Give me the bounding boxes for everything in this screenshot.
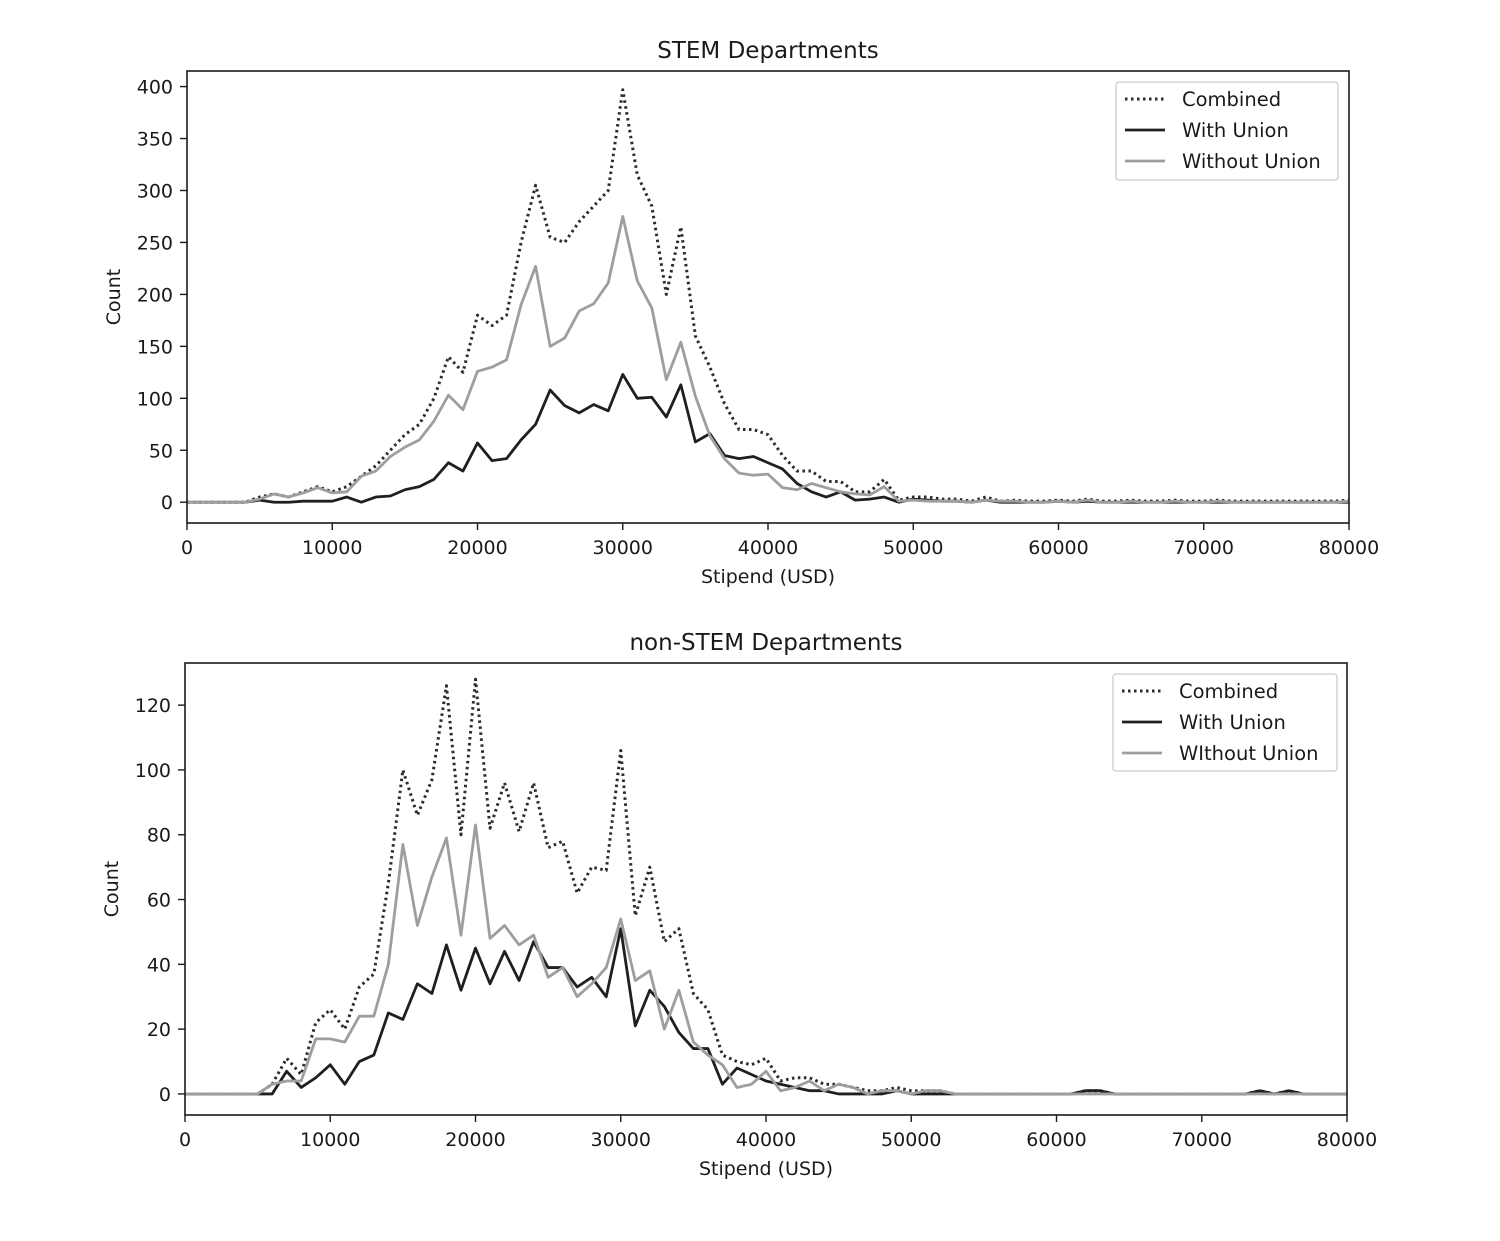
stem-legend-label: Without Union (1182, 150, 1321, 173)
stem-legend-box (1115, 81, 1339, 181)
stem-y-tick-label: 50 (149, 440, 173, 462)
stem-x-tick-label: 30000 (593, 537, 653, 559)
stem-x-tick-label: 40000 (738, 537, 798, 559)
stem-x-tick-label: 20000 (447, 537, 507, 559)
non-stem-legend-label: Combined (1179, 680, 1278, 703)
non-stem-y-tick-label: 80 (147, 825, 171, 847)
non-stem-x-tick-label: 20000 (445, 1129, 505, 1151)
non-stem-y-tick-label: 0 (159, 1084, 171, 1106)
stem-y-tick-label: 250 (137, 232, 173, 254)
stem-x-tick-label: 70000 (1174, 537, 1234, 559)
non-stem-chart-title: non-STEM Departments (629, 630, 902, 656)
stem-x-tick-label: 10000 (302, 537, 362, 559)
stem-x-tick-label: 50000 (883, 537, 943, 559)
stem-series-combined (187, 88, 1349, 504)
stem-y-tick-label: 0 (161, 492, 173, 514)
non-stem-x-tick-label: 70000 (1172, 1129, 1232, 1151)
non-stem-legend-label: With Union (1179, 711, 1286, 734)
non-stem-series-with-union (185, 927, 1347, 1096)
stem-chart-title: STEM Departments (657, 38, 879, 64)
non-stem-x-tick-label: 30000 (591, 1129, 651, 1151)
non-stem-legend-box (1112, 673, 1338, 772)
non-stem-x-tick-label: 50000 (881, 1129, 941, 1151)
stem-y-axis-label: Count (103, 269, 125, 325)
stem-x-tick-label: 80000 (1319, 537, 1379, 559)
stem-y-tick-label: 400 (137, 77, 173, 99)
stem-x-tick-label: 60000 (1028, 537, 1088, 559)
stem-plot-area: 0 10000 20000 30000 40000 50000 60000 70000 8000… (137, 70, 1379, 559)
non-stem-y-tick-label: 40 (147, 954, 171, 976)
non-stem-x-tick-label: 80000 (1317, 1129, 1377, 1151)
non-stem-x-tick-label: 40000 (736, 1129, 796, 1151)
non-stem-x-tick-label: 60000 (1026, 1129, 1086, 1151)
non-stem-y-tick-label: 100 (135, 760, 171, 782)
stem-chart: STEM Departments Stipend (USD) Count 0 10… (103, 38, 1379, 588)
stem-series-without-union (187, 215, 1349, 504)
stem-y-tick-label: 350 (137, 129, 173, 151)
stem-legend-label: Combined (1182, 88, 1281, 111)
non-stem-y-axis-label: Count (101, 861, 123, 917)
stem-x-tick-label: 0 (181, 537, 193, 559)
stem-legend: Combined With Union Without Union (1115, 81, 1339, 181)
stem-y-tick-label: 200 (137, 284, 173, 306)
non-stem-x-tick-label: 0 (179, 1129, 191, 1151)
stem-y-tick-label: 100 (137, 388, 173, 410)
stem-y-tick-label: 150 (137, 336, 173, 358)
non-stem-x-axis-label: Stipend (USD) (699, 1158, 833, 1180)
stem-series-with-union (187, 373, 1349, 504)
non-stem-y-tick-label: 60 (147, 890, 171, 912)
non-stem-series-without-union (185, 823, 1347, 1096)
stem-y-tick-label: 300 (137, 180, 173, 202)
non-stem-plot-area: 0 10000 20000 30000 40000 50000 60000 70000 8000… (135, 662, 1377, 1151)
non-stem-chart: non-STEM Departments Stipend (USD) Count… (101, 630, 1377, 1180)
stem-x-axis-label: Stipend (USD) (701, 566, 835, 588)
non-stem-y-tick-label: 20 (147, 1019, 171, 1041)
non-stem-y-tick-label: 120 (135, 695, 171, 717)
stem-legend-label: With Union (1182, 119, 1289, 142)
non-stem-legend: Combined With Union WIthout Union (1112, 673, 1338, 772)
non-stem-x-tick-label: 10000 (300, 1129, 360, 1151)
non-stem-legend-label: WIthout Union (1179, 742, 1319, 765)
